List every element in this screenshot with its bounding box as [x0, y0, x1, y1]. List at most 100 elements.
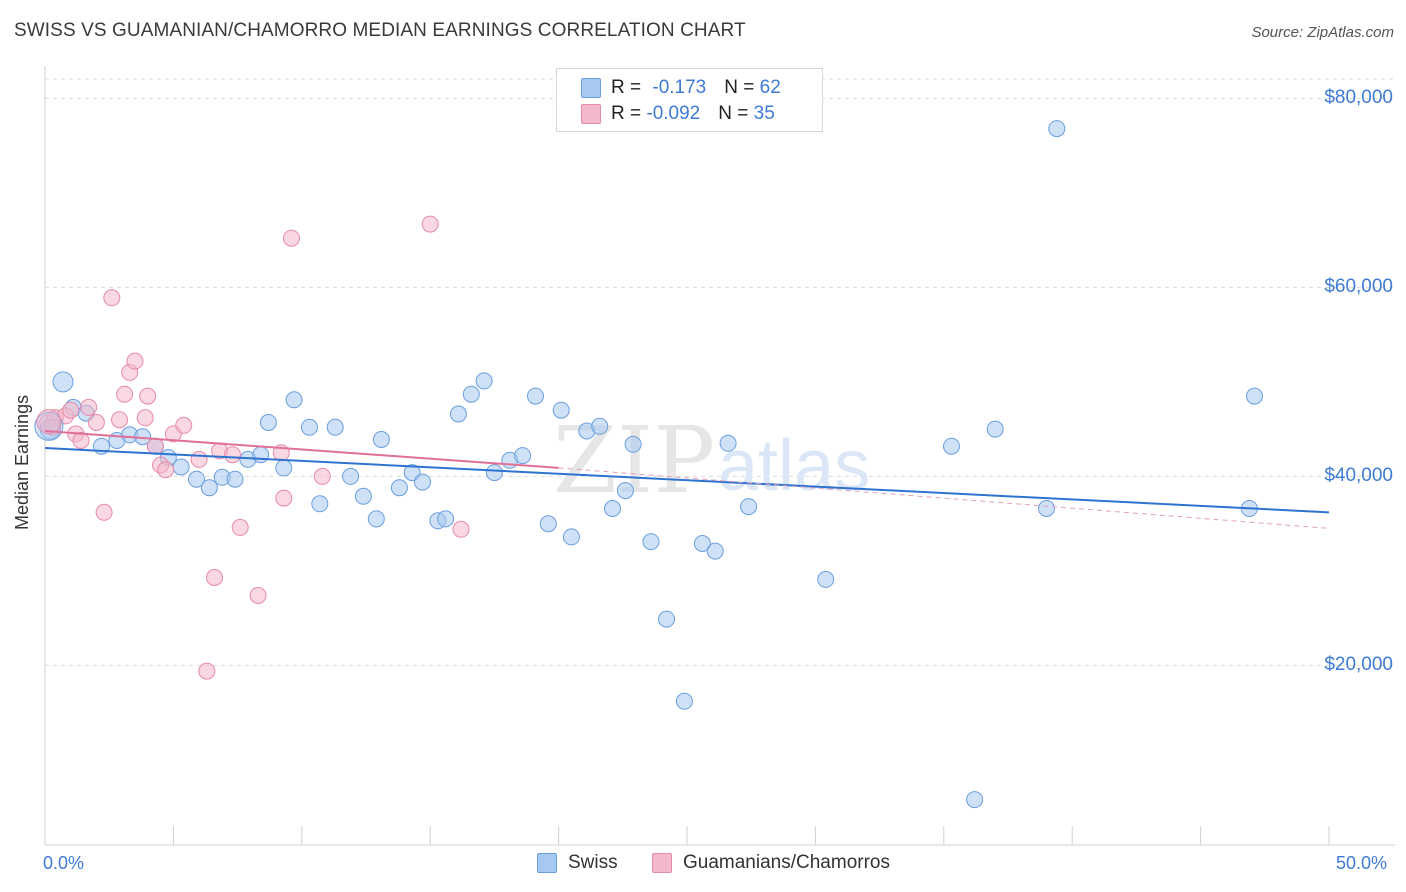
guam-point-28	[275, 489, 293, 507]
swiss-point-31	[437, 510, 455, 528]
swiss-point-34	[475, 372, 493, 390]
trend-lines	[44, 430, 1330, 529]
swiss-point-1	[52, 371, 74, 393]
y-tick-label-1: $40,000	[1324, 465, 1393, 487]
swiss-point-23	[342, 467, 360, 485]
swiss-point-19	[285, 391, 303, 409]
swiss-point-18	[275, 459, 293, 477]
swiss-point-33	[462, 385, 480, 403]
swiss-point-50	[693, 535, 711, 552]
swiss-legend-swatch	[537, 853, 557, 873]
swiss-point-56	[966, 791, 984, 809]
swiss-point-21	[311, 495, 329, 513]
swiss-point-43	[591, 417, 609, 435]
guam-point-20	[190, 450, 208, 468]
swiss-point-57	[986, 420, 1004, 438]
y-tick-label-0: $20,000	[1324, 654, 1393, 676]
axes	[44, 66, 1395, 846]
data-points	[34, 120, 1263, 809]
guam-point-9	[111, 411, 128, 429]
swiss-point-24	[354, 487, 372, 505]
guam-trend-extension	[558, 467, 1330, 529]
swiss-point-35	[485, 464, 503, 482]
swiss-point-32	[449, 405, 467, 423]
swiss-point-38	[527, 387, 544, 405]
guam-point-17	[157, 461, 175, 479]
swiss-point-20	[301, 418, 318, 436]
guam-point-21	[198, 662, 216, 680]
guam-point-10	[116, 385, 134, 403]
swiss-point-26	[372, 431, 390, 448]
watermark-atlas: atlas	[718, 426, 870, 506]
swiss-point-12	[200, 479, 218, 497]
swiss-point-49	[675, 692, 693, 710]
swiss-point-cluster	[34, 411, 64, 441]
swiss-point-44	[604, 500, 621, 517]
swiss-point-22	[326, 418, 344, 436]
guam-point-19	[175, 416, 193, 434]
guam-point-24	[224, 446, 241, 464]
guam-point-8	[103, 289, 121, 307]
x-tick-max: 50.0%	[1336, 853, 1388, 873]
legend-stats-guam: R = -0.092 N = 35	[611, 103, 775, 124]
swiss-legend-label: Swiss	[568, 852, 618, 873]
y-tick-label-3: $80,000	[1324, 87, 1393, 109]
swiss-point-46	[624, 435, 642, 453]
guam-point-6	[87, 414, 105, 431]
guam-legend-swatch	[652, 853, 672, 873]
swiss-point-37	[514, 447, 532, 465]
gridlines	[45, 78, 1395, 666]
swiss-point-54	[817, 570, 835, 588]
guam-point-14	[139, 387, 157, 405]
swiss-point-51	[706, 542, 724, 560]
legend-stats-swiss: R = -0.173 N = 62	[611, 77, 781, 98]
guam-point-4	[72, 432, 90, 449]
swiss-point-53	[740, 498, 758, 516]
y-tick-label-2: $60,000	[1324, 276, 1393, 298]
swiss-point-40	[552, 401, 570, 419]
swiss-point-58	[1048, 120, 1066, 138]
swiss-point-17	[259, 414, 277, 431]
guam-point-26	[249, 587, 267, 604]
guam-point-cluster	[36, 409, 62, 435]
guam-point-31	[421, 215, 439, 233]
swiss-point-27	[390, 479, 408, 497]
stats-legend: R = -0.173 N = 62 R = -0.092 N = 35	[556, 68, 823, 132]
swiss-point-41	[562, 528, 580, 546]
swiss-point-61	[1246, 387, 1263, 405]
guam-point-12	[126, 352, 144, 370]
guam-legend-label: Guamanians/Chamorros	[683, 852, 890, 873]
guam-point-13	[136, 409, 154, 427]
x-tick-min: 0.0%	[43, 853, 85, 873]
guam-point-15	[146, 437, 164, 455]
swiss-point-55	[943, 437, 960, 455]
guam-point-7	[95, 503, 113, 521]
guam-point-34	[62, 401, 80, 419]
chart-title: SWISS VS GUAMANIAN/CHAMORRO MEDIAN EARNI…	[14, 20, 746, 41]
guam-point-32	[452, 520, 470, 538]
source-credit: Source: ZipAtlas.com	[1251, 24, 1394, 41]
swiss-point-48	[658, 610, 675, 628]
swiss-point-14	[226, 470, 244, 488]
swiss-point-16	[252, 446, 270, 464]
swiss-point-47	[642, 533, 660, 551]
swiss-point-29	[414, 473, 431, 491]
swiss-point-10	[172, 458, 190, 476]
guam-trend-line	[44, 430, 559, 469]
swiss-point-52	[719, 434, 737, 452]
swiss-trend-line	[44, 447, 1330, 514]
swiss-point-11	[188, 470, 205, 488]
guam-point-25	[231, 518, 249, 536]
swiss-point-39	[539, 515, 557, 533]
swiss-point-45	[616, 482, 634, 500]
guam-point-22	[206, 569, 223, 586]
guam-point-30	[313, 467, 331, 485]
swiss-point-59	[1038, 500, 1055, 517]
guam-point-5	[80, 398, 98, 416]
swiss-point-25	[367, 510, 385, 528]
guam-point-29	[283, 229, 300, 247]
swiss-swatch	[581, 78, 601, 98]
guam-swatch	[581, 104, 601, 124]
watermark-zip: ZIP	[553, 407, 715, 514]
